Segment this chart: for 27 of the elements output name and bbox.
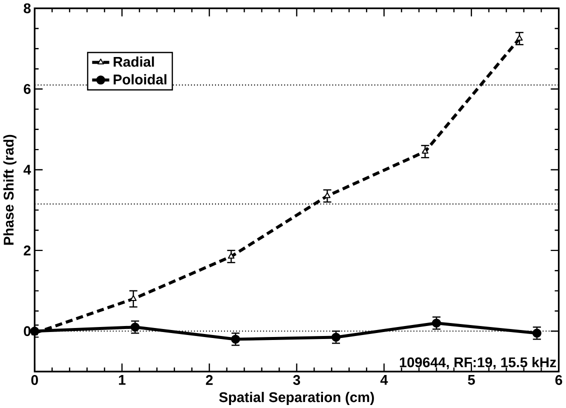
y-axis-title: Phase Shift (rad) xyxy=(3,134,16,245)
point xyxy=(130,295,137,301)
x-tick-label: 5 xyxy=(468,374,475,385)
point xyxy=(432,318,441,328)
x-tick-label: 0 xyxy=(31,374,38,385)
point xyxy=(228,252,234,258)
legend-label: Poloidal xyxy=(114,74,166,84)
y-tick-label: 4 xyxy=(24,164,32,174)
x-tick-label: 4 xyxy=(380,374,388,385)
legend-label: Radial xyxy=(114,56,154,67)
point xyxy=(516,34,523,41)
point xyxy=(532,328,542,338)
x-tick-label: 3 xyxy=(293,374,300,385)
annotation: 109644, RF:19, 15.5 kHz xyxy=(400,356,556,370)
x-axis-title: Spatial Separation (cm) xyxy=(219,392,374,405)
x-tick-label: 1 xyxy=(118,374,126,385)
x-tick-label: 6 xyxy=(555,374,562,385)
y-tick-label: 8 xyxy=(24,3,31,14)
y-tick-label: 2 xyxy=(24,245,31,256)
point xyxy=(324,192,331,198)
y-tick-label: 6 xyxy=(24,84,31,94)
x-tick-label: 2 xyxy=(206,374,213,385)
point xyxy=(422,148,428,154)
point xyxy=(130,322,140,332)
point xyxy=(231,334,240,344)
y-tick-label: 0 xyxy=(24,326,31,336)
point xyxy=(331,332,341,342)
